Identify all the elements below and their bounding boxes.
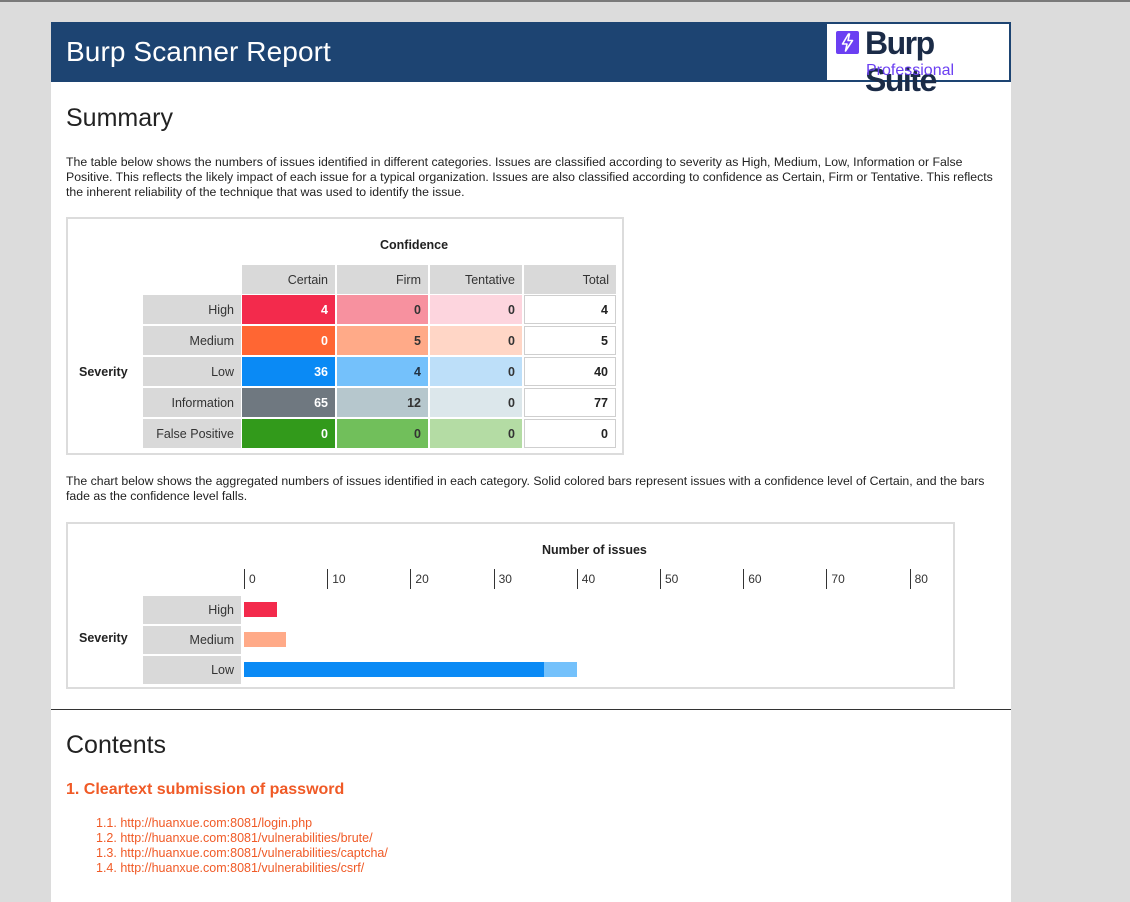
table-cell: 0 [337,419,428,448]
table-cell: 0 [430,326,522,355]
row-label-low: Low [143,357,241,386]
row-label-information: Information [143,388,241,417]
table-cell: 0 [430,295,522,324]
table-cell: 65 [242,388,335,417]
axis-tick-label: 20 [410,569,429,589]
axis-tick-label: 30 [493,569,512,589]
bar-high-certain [244,602,278,617]
report-title: Burp Scanner Report [66,36,331,67]
table-cell: 0 [242,419,335,448]
row-label-false-positive: False Positive [143,419,241,448]
toc-item-link[interactable]: 1.1. http://huanxue.com:8081/login.php [96,816,313,830]
table-cell: 0 [430,388,522,417]
table-cell: 0 [430,419,522,448]
axis-tick-label: 40 [576,569,595,589]
chart-title: Number of issues [542,543,647,557]
burp-lightning-icon [836,31,859,54]
table-cell: 77 [524,388,616,417]
table-cell: 0 [337,295,428,324]
toc-section-link[interactable]: 1. Cleartext submission of password [66,781,345,798]
table-cell: 5 [337,326,428,355]
row-label-high: High [143,295,241,324]
axis-tick-label: 80 [909,569,928,589]
axis-tick-label: 0 [244,569,256,589]
toc-item-link[interactable]: 1.3. http://huanxue.com:8081/vulnerabili… [96,846,388,860]
chart-row-label: High [143,596,241,624]
report-header: Burp Scanner Report Burp Suite Professio… [51,22,1011,98]
table-cell: 0 [524,419,616,448]
bar-low-firm [543,662,577,677]
contents-heading: Contents [66,731,167,759]
axis-tick-label: 60 [743,569,762,589]
column-header-firm: Firm [337,265,428,294]
logo-brand-text: Burp Suite [865,25,937,98]
column-header-tentative: Tentative [430,265,522,294]
table-cell: 0 [430,357,522,386]
chart-intro: The chart below shows the aggregated num… [66,474,985,503]
chart-row-label: Low [143,656,241,684]
bar-medium-firm [244,632,286,647]
axis-tick-label: 50 [660,569,678,589]
chart-row-label: Medium [143,626,241,654]
table-cell: 0 [242,326,335,355]
logo-edition-text: Professional [866,62,955,79]
chart-severity-label: Severity [79,631,128,645]
axis-tick-label: 10 [327,569,346,589]
column-header-total: Total [524,265,616,294]
toc-item-link[interactable]: 1.2. http://huanxue.com:8081/vulnerabili… [96,831,373,845]
row-label-medium: Medium [143,326,241,355]
report-page: Burp Scanner Report Burp Suite Professio… [51,22,1011,902]
table-cell: 12 [337,388,428,417]
table-cell: 36 [242,357,335,386]
summary-heading: Summary [66,104,173,132]
table-cell: 40 [524,357,616,386]
column-header-certain: Certain [242,265,335,294]
summary-table: Confidence Severity Certain Firm Tentative… [66,217,624,455]
toc-item-link[interactable]: 1.4. http://huanxue.com:8081/vulnerabili… [96,861,365,875]
section-divider [51,709,1011,710]
axis-tick-label: 70 [826,569,845,589]
summary-intro: The table below shows the numbers of iss… [66,155,993,199]
table-cell: 4 [337,357,428,386]
issues-chart: Number of issues Severity 0 10 20 30 40 50 60 7… [66,522,955,689]
table-cell: 5 [524,326,616,355]
table-cell: 4 [242,295,335,324]
burp-suite-logo: Burp Suite Professional [826,23,1010,98]
table-cell: 4 [524,295,616,324]
bar-low-certain [244,662,544,677]
confidence-label: Confidence [380,238,449,252]
severity-label: Severity [79,365,128,379]
